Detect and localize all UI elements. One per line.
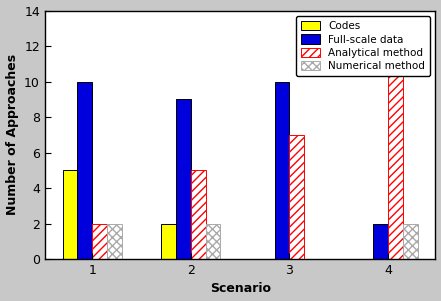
Bar: [289, 135, 304, 259]
Bar: [176, 99, 191, 259]
Bar: [161, 224, 176, 259]
Bar: [275, 82, 289, 259]
Legend: Codes, Full-scale data, Analytical method, Numerical method: Codes, Full-scale data, Analytical metho…: [296, 16, 430, 76]
Bar: [388, 28, 403, 259]
Bar: [78, 82, 92, 259]
Bar: [373, 224, 388, 259]
X-axis label: Scenario: Scenario: [209, 282, 271, 296]
Bar: [107, 224, 122, 259]
Bar: [63, 170, 78, 259]
Bar: [403, 224, 418, 259]
Bar: [191, 170, 206, 259]
Y-axis label: Number of Approaches: Number of Approaches: [6, 54, 19, 215]
Bar: [92, 224, 107, 259]
Bar: [206, 224, 220, 259]
